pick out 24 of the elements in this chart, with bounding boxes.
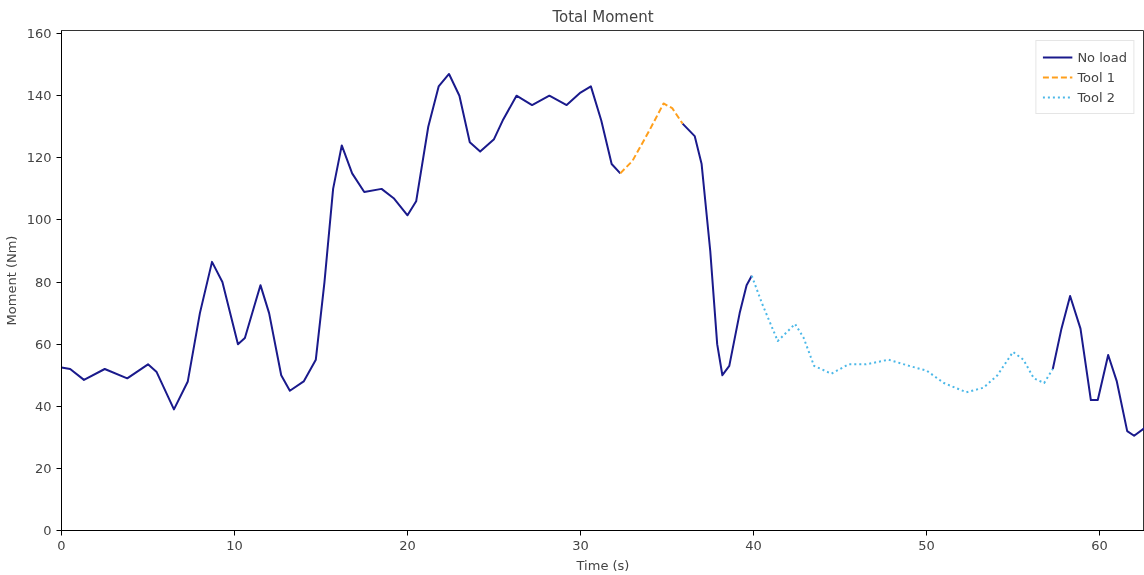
chart-title: Total Moment bbox=[551, 7, 654, 26]
legend-label: No load bbox=[1077, 49, 1127, 65]
y-tick-label: 100 bbox=[26, 212, 52, 228]
x-tick-label: 20 bbox=[399, 537, 416, 553]
x-tick-label: 10 bbox=[226, 537, 243, 553]
y-tick-label: 120 bbox=[26, 150, 52, 166]
y-tick-label: 20 bbox=[34, 460, 52, 476]
y-axis-title: Moment (Nm) bbox=[3, 235, 19, 326]
x-tick-label: 60 bbox=[1091, 537, 1108, 553]
x-tick-label: 40 bbox=[745, 537, 762, 553]
x-axis-title: Time (s) bbox=[575, 557, 630, 573]
x-tick-label: 50 bbox=[918, 537, 935, 553]
legend-label: Tool 1 bbox=[1077, 69, 1116, 85]
legend-label: Tool 2 bbox=[1077, 89, 1116, 105]
y-tick-label: 80 bbox=[34, 274, 52, 290]
x-tick-label: 0 bbox=[57, 537, 66, 553]
y-tick-label: 60 bbox=[34, 336, 52, 352]
line-series bbox=[750, 274, 1054, 394]
x-tick-label: 30 bbox=[572, 537, 589, 553]
y-tick-label: 140 bbox=[26, 88, 52, 104]
line-series bbox=[619, 102, 684, 175]
y-tick-label: 0 bbox=[43, 523, 52, 538]
y-tick-label: 40 bbox=[34, 398, 52, 414]
y-tick-label: 160 bbox=[26, 26, 52, 42]
